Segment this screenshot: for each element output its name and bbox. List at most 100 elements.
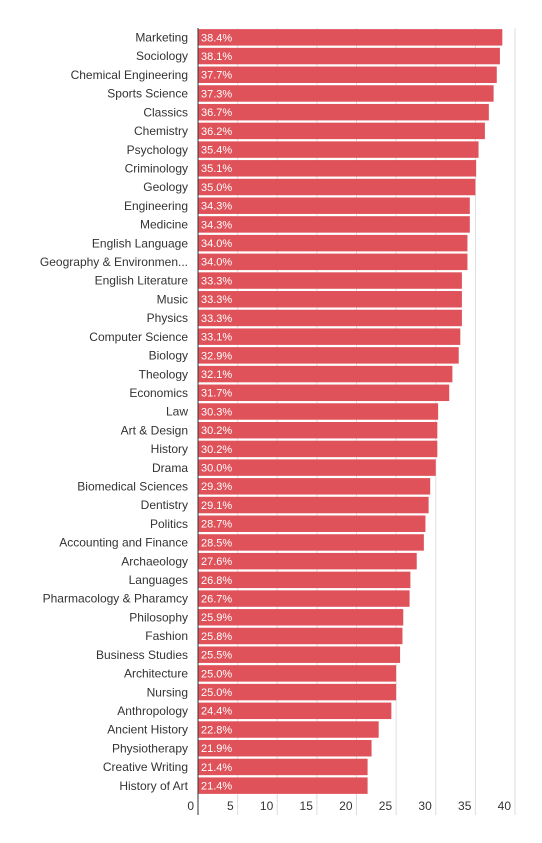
bar	[198, 197, 470, 214]
bar	[198, 515, 426, 532]
category-label: Biology	[149, 349, 188, 363]
category-label: Archaeology	[121, 554, 188, 568]
category-label: Sports Science	[107, 87, 188, 101]
value-label: 21.4%	[201, 781, 232, 793]
bar	[198, 178, 476, 196]
x-tick-label: 20	[339, 799, 353, 813]
bar	[198, 571, 411, 589]
value-label: 38.1%	[201, 51, 232, 63]
value-label: 37.3%	[201, 88, 232, 100]
bar	[198, 440, 438, 458]
category-label: Physiotherapy	[112, 741, 188, 755]
value-label: 22.8%	[201, 724, 232, 736]
value-label: 34.0%	[201, 257, 232, 269]
value-label: 29.1%	[201, 500, 232, 512]
category-label: Music	[157, 292, 188, 306]
category-label: Languages	[129, 573, 188, 587]
bar	[198, 421, 438, 439]
category-label: Nursing	[147, 685, 188, 699]
value-label: 35.0%	[201, 182, 232, 194]
bar	[198, 328, 461, 345]
category-label: Architecture	[124, 667, 188, 681]
bar	[198, 216, 470, 233]
category-label: Dentistry	[141, 498, 188, 512]
value-label: 34.0%	[201, 238, 232, 250]
value-label: 32.1%	[201, 369, 232, 381]
category-label: English Language	[92, 236, 188, 250]
bar	[198, 459, 436, 476]
bar	[198, 85, 494, 102]
x-tick-label: 10	[260, 799, 274, 813]
bar	[198, 534, 424, 551]
value-label: 30.3%	[201, 406, 232, 418]
value-label: 27.6%	[201, 556, 232, 568]
bar	[198, 740, 372, 757]
bar	[198, 496, 429, 514]
bar	[198, 702, 392, 720]
category-label: History	[151, 442, 188, 456]
category-label: Drama	[152, 461, 188, 475]
bar	[198, 29, 503, 46]
value-label: 24.4%	[201, 706, 232, 718]
category-label: Accounting and Finance	[59, 536, 188, 550]
value-label: 33.3%	[201, 275, 232, 287]
bar	[198, 403, 439, 420]
category-label: Criminology	[125, 161, 188, 175]
x-tick-label: 5	[227, 799, 234, 813]
category-label: Physics	[147, 311, 188, 325]
value-label: 28.7%	[201, 519, 232, 531]
bar	[198, 160, 477, 177]
bar	[198, 478, 431, 495]
bar	[198, 384, 450, 402]
value-label: 35.4%	[201, 145, 232, 157]
category-label: Chemistry	[134, 124, 188, 138]
value-label: 34.3%	[201, 201, 232, 213]
value-label: 30.2%	[201, 444, 232, 456]
category-label: Geography & Environmen...	[40, 255, 188, 269]
category-label: Economics	[129, 386, 188, 400]
x-tick-label: 40	[498, 799, 512, 813]
bar	[198, 627, 403, 645]
bar	[198, 721, 379, 738]
value-label: 30.0%	[201, 463, 232, 475]
x-tick-label: 15	[300, 799, 314, 813]
bar	[198, 103, 489, 121]
category-label: Law	[166, 405, 188, 419]
value-label: 25.0%	[201, 687, 232, 699]
value-label: 21.9%	[201, 743, 232, 755]
value-label: 34.3%	[201, 219, 232, 231]
value-label: 26.7%	[201, 593, 232, 605]
value-label: 36.7%	[201, 107, 232, 119]
category-label: Classics	[143, 105, 188, 119]
bar	[198, 291, 462, 308]
value-label: 25.5%	[201, 650, 232, 662]
category-label: Politics	[150, 517, 188, 531]
bar	[198, 683, 397, 701]
value-label: 25.8%	[201, 631, 232, 643]
value-label: 31.7%	[201, 388, 232, 400]
bar	[198, 365, 453, 383]
value-label: 32.9%	[201, 350, 232, 362]
bar	[198, 758, 368, 776]
value-label: 33.3%	[201, 313, 232, 325]
value-label: 36.2%	[201, 126, 232, 138]
category-label: Geology	[143, 180, 188, 194]
bar	[198, 47, 500, 65]
value-label: 35.1%	[201, 163, 232, 175]
category-label: English Literature	[95, 274, 189, 288]
category-label: Pharmacology & Pharamcy	[43, 592, 188, 606]
value-label: 38.4%	[201, 32, 232, 44]
bar	[198, 646, 401, 663]
category-label: History of Art	[119, 779, 188, 793]
category-label: Fashion	[145, 629, 188, 643]
bar	[198, 272, 462, 289]
category-label: Art & Design	[121, 423, 188, 437]
bar	[198, 777, 368, 794]
category-label: Chemical Engineering	[71, 68, 188, 82]
value-label: 29.3%	[201, 481, 232, 493]
category-label: Ancient History	[107, 723, 188, 737]
bar	[198, 309, 462, 327]
value-label: 25.0%	[201, 668, 232, 680]
category-label: Business Studies	[96, 648, 188, 662]
